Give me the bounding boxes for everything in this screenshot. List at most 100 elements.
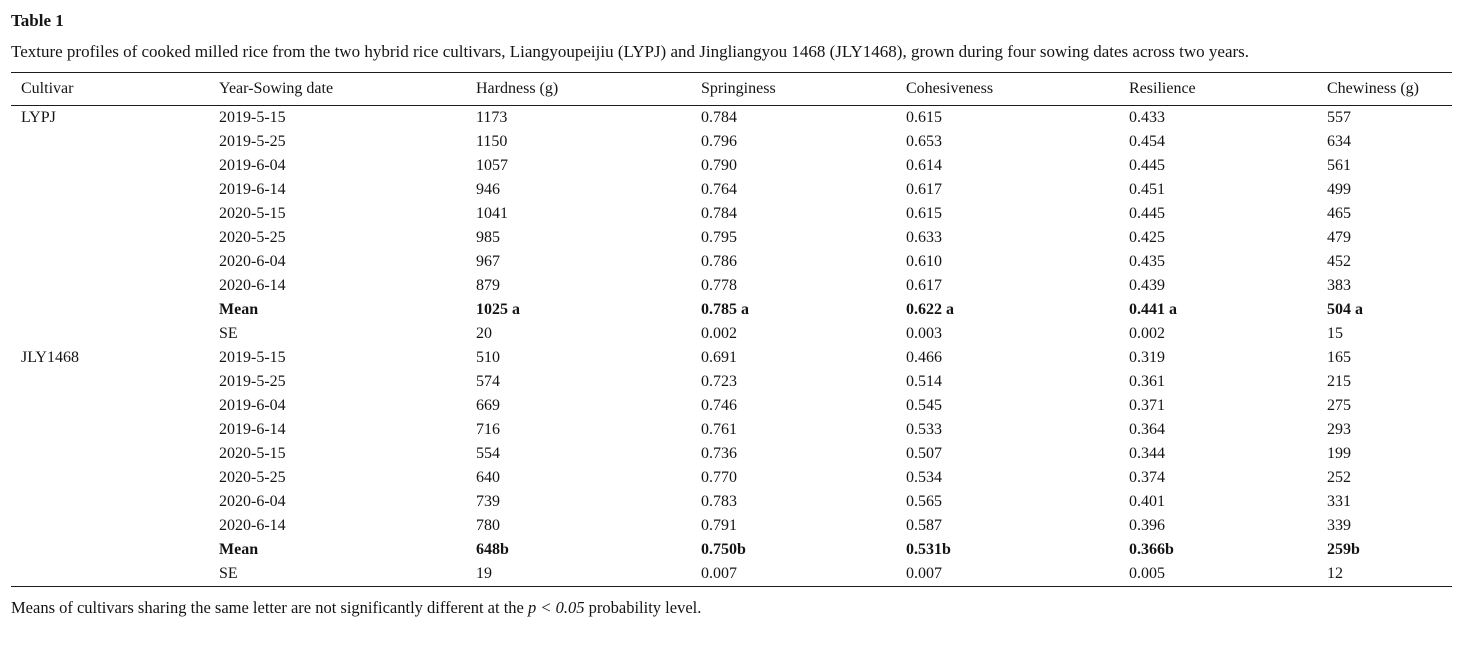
- cell-chewiness: 259b: [1327, 541, 1360, 558]
- cell-hardness: 1025 a: [476, 301, 520, 318]
- cell-hardness: 1057: [476, 157, 508, 174]
- cell-cohesiveness: 0.610: [906, 253, 942, 270]
- cell-resilience: 0.439: [1129, 277, 1165, 294]
- table-row: 2020-5-15 1041 0.784 0.615 0.445 465: [11, 202, 1452, 226]
- cell-chewiness: 15: [1327, 325, 1343, 342]
- cell-chewiness: 561: [1327, 157, 1351, 174]
- cell-cohesiveness: 0.615: [906, 205, 942, 222]
- column-header-3: Springiness: [701, 80, 776, 97]
- cell-resilience: 0.445: [1129, 157, 1165, 174]
- cell-resilience: 0.451: [1129, 181, 1165, 198]
- texture-profile-table: Cultivar Year-Sowing date Hardness (g) Spri…: [11, 72, 1452, 587]
- cell-springiness: 0.736: [701, 445, 737, 462]
- footnote-suffix: probability level.: [584, 598, 702, 617]
- table-row: 2020-6-14 780 0.791 0.587 0.396 339: [11, 514, 1452, 538]
- table-footnote: Means of cultivars sharing the same lett…: [11, 596, 1452, 620]
- cell-cultivar: LYPJ: [21, 109, 56, 126]
- cell-springiness: 0.796: [701, 133, 737, 150]
- cell-date: 2020-5-15: [219, 445, 286, 462]
- cell-springiness: 0.783: [701, 493, 737, 510]
- cell-hardness: 716: [476, 421, 500, 438]
- cell-cohesiveness: 0.653: [906, 133, 942, 150]
- column-header-1: Year-Sowing date: [219, 80, 334, 97]
- cell-hardness: 20: [476, 325, 492, 342]
- cell-hardness: 574: [476, 373, 500, 390]
- cell-cultivar: JLY1468: [21, 349, 79, 366]
- cell-date: 2019-5-25: [219, 133, 286, 150]
- cell-resilience: 0.454: [1129, 133, 1165, 150]
- cell-cultivar: [11, 298, 219, 322]
- cell-hardness: 780: [476, 517, 500, 534]
- cell-cohesiveness: 0.617: [906, 277, 942, 294]
- cell-cohesiveness: 0.003: [906, 325, 942, 342]
- cell-cultivar: [11, 562, 219, 587]
- table-row: 2019-6-04 669 0.746 0.545 0.371 275: [11, 394, 1452, 418]
- cell-springiness: 0.764: [701, 181, 737, 198]
- cell-resilience: 0.371: [1129, 397, 1165, 414]
- footnote-pvalue: p < 0.05: [527, 598, 585, 617]
- column-header-0: Cultivar: [21, 80, 74, 97]
- footnote-text: Means of cultivars sharing the same lett…: [11, 598, 528, 617]
- header-row: Cultivar Year-Sowing date Hardness (g) Spri…: [11, 73, 1452, 106]
- table-row: 2019-5-25 574 0.723 0.514 0.361 215: [11, 370, 1452, 394]
- cell-resilience: 0.319: [1129, 349, 1165, 366]
- column-header-5: Resilience: [1129, 80, 1196, 97]
- cell-resilience: 0.433: [1129, 109, 1165, 126]
- cell-cohesiveness: 0.514: [906, 373, 942, 390]
- table-row: 2019-5-25 1150 0.796 0.653 0.454 634: [11, 130, 1452, 154]
- cell-springiness: 0.723: [701, 373, 737, 390]
- cell-springiness: 0.002: [701, 325, 737, 342]
- cell-cultivar: [11, 514, 219, 538]
- cell-resilience: 0.435: [1129, 253, 1165, 270]
- cell-resilience: 0.002: [1129, 325, 1165, 342]
- column-header-6: Chewiness (g): [1327, 80, 1419, 97]
- table-row: 2020-5-15 554 0.736 0.507 0.344 199: [11, 442, 1452, 466]
- cell-hardness: 739: [476, 493, 500, 510]
- cell-date: 2020-5-25: [219, 229, 286, 246]
- cell-chewiness: 293: [1327, 421, 1351, 438]
- cell-chewiness: 215: [1327, 373, 1351, 390]
- column-header-4: Cohesiveness: [906, 80, 994, 97]
- cell-hardness: 1173: [476, 109, 508, 126]
- cell-date: 2020-5-15: [219, 205, 286, 222]
- cell-cultivar: [11, 202, 219, 226]
- table-row: LYPJ 2019-5-15 1173 0.784 0.615 0.433 557: [11, 106, 1452, 131]
- cell-chewiness: 383: [1327, 277, 1351, 294]
- cell-chewiness: 479: [1327, 229, 1351, 246]
- cell-cohesiveness: 0.615: [906, 109, 942, 126]
- cell-cultivar: [11, 370, 219, 394]
- cell-resilience: 0.401: [1129, 493, 1165, 510]
- table-row: SE 19 0.007 0.007 0.005 12: [11, 562, 1452, 587]
- cell-date: 2019-6-04: [219, 157, 286, 174]
- table-row: 2019-6-14 946 0.764 0.617 0.451 499: [11, 178, 1452, 202]
- table-row: 2020-6-14 879 0.778 0.617 0.439 383: [11, 274, 1452, 298]
- cell-cohesiveness: 0.534: [906, 469, 942, 486]
- cell-date: 2020-6-14: [219, 277, 286, 294]
- cell-chewiness: 499: [1327, 181, 1351, 198]
- cell-cohesiveness: 0.531b: [906, 541, 951, 558]
- cell-cohesiveness: 0.565: [906, 493, 942, 510]
- cell-springiness: 0.007: [701, 565, 737, 582]
- cell-chewiness: 331: [1327, 493, 1351, 510]
- cell-hardness: 985: [476, 229, 500, 246]
- cell-cultivar: [11, 226, 219, 250]
- cell-cultivar: [11, 130, 219, 154]
- cell-hardness: 669: [476, 397, 500, 414]
- table-row: JLY1468 2019-5-15 510 0.691 0.466 0.319 165: [11, 346, 1452, 370]
- cell-cohesiveness: 0.507: [906, 445, 942, 462]
- cell-cohesiveness: 0.633: [906, 229, 942, 246]
- cell-cultivar: [11, 394, 219, 418]
- cell-chewiness: 12: [1327, 565, 1343, 582]
- cell-hardness: 648b: [476, 541, 509, 558]
- table-body: LYPJ 2019-5-15 1173 0.784 0.615 0.433 557 2019-…: [11, 106, 1452, 587]
- table-row: 2020-6-04 967 0.786 0.610 0.435 452: [11, 250, 1452, 274]
- cell-date: SE: [219, 565, 238, 582]
- cell-date: 2019-6-14: [219, 421, 286, 438]
- cell-cohesiveness: 0.466: [906, 349, 942, 366]
- cell-chewiness: 452: [1327, 253, 1351, 270]
- cell-date: 2019-5-15: [219, 109, 286, 126]
- cell-springiness: 0.786: [701, 253, 737, 270]
- cell-resilience: 0.005: [1129, 565, 1165, 582]
- cell-chewiness: 275: [1327, 397, 1351, 414]
- cell-chewiness: 339: [1327, 517, 1351, 534]
